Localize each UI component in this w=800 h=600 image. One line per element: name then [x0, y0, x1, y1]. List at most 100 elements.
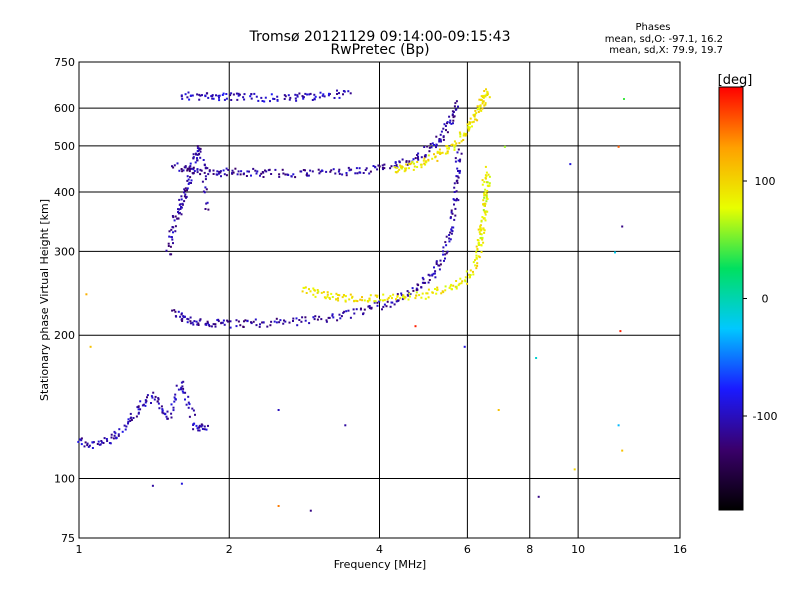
echo-point — [187, 167, 190, 170]
y-tick-label: 600 — [54, 102, 75, 115]
echo-point — [482, 203, 485, 206]
echo-point — [176, 162, 179, 165]
echo-point — [317, 168, 320, 171]
echo-point — [449, 285, 452, 288]
echo-point — [214, 323, 217, 326]
echo-point — [483, 210, 486, 213]
echo-point — [454, 207, 457, 210]
echo-point — [106, 440, 109, 442]
echo-point — [91, 447, 94, 449]
echo-point — [199, 147, 202, 150]
echo-point — [144, 401, 147, 404]
echo-point — [306, 172, 308, 175]
echo-point — [273, 320, 276, 323]
echo-point — [101, 441, 104, 444]
echo-point — [284, 173, 287, 176]
echo-point — [306, 93, 309, 96]
echo-point — [252, 320, 255, 323]
echo-point — [193, 320, 196, 323]
echo-point — [355, 308, 358, 311]
echo-point — [358, 167, 361, 170]
echo-point — [393, 166, 396, 169]
echo-point — [216, 170, 219, 173]
echo-point — [477, 111, 480, 113]
echo-point — [237, 170, 240, 173]
echo-point — [442, 291, 445, 294]
echo-point — [427, 158, 430, 161]
echo-point — [417, 152, 420, 155]
echo-point — [416, 283, 419, 286]
echo-point — [324, 297, 327, 300]
echo-point — [328, 92, 330, 95]
echo-point — [314, 295, 317, 298]
echo-point — [352, 308, 355, 311]
echo-point — [439, 138, 442, 141]
x-tick-label: 8 — [526, 543, 533, 556]
echo-point — [448, 286, 451, 289]
echo-point — [136, 406, 139, 409]
echo-point — [263, 100, 266, 103]
echo-point — [347, 90, 350, 93]
echo-point — [481, 183, 484, 186]
echo-point — [417, 155, 419, 158]
echo-point — [474, 113, 477, 116]
echo-point — [152, 391, 155, 394]
echo-point — [464, 134, 467, 137]
echo-point — [253, 92, 256, 95]
echo-point — [153, 398, 156, 401]
echo-point — [338, 168, 341, 171]
echo-point — [349, 168, 352, 171]
echo-point — [444, 241, 447, 244]
echo-point — [243, 320, 245, 323]
echo-point — [457, 170, 459, 172]
echo-point — [427, 273, 430, 276]
echo-point — [318, 172, 321, 175]
echo-point — [451, 143, 454, 146]
echo-point — [382, 293, 385, 296]
echo-point — [235, 325, 238, 328]
colorbar-tick-label: 0 — [762, 293, 769, 306]
echo-point — [390, 301, 393, 304]
echo-point — [178, 211, 181, 214]
echo-point — [288, 321, 291, 324]
echo-point — [295, 99, 298, 102]
phase-stats-o: mean, sd,O: -97.1, 16.2 — [605, 34, 723, 45]
echo-point — [348, 298, 351, 301]
echo-point — [173, 164, 176, 167]
echo-point — [457, 176, 460, 179]
echo-point — [279, 319, 282, 322]
echo-point — [442, 138, 445, 141]
echo-point — [165, 249, 168, 252]
echo-point — [338, 172, 341, 175]
echo-point — [455, 190, 458, 193]
echo-point — [181, 97, 184, 100]
echo-point — [400, 292, 403, 295]
echo-point — [477, 239, 480, 242]
echo-point — [400, 294, 403, 297]
echo-point — [190, 179, 193, 182]
echo-point — [309, 290, 312, 293]
echo-point — [460, 152, 463, 155]
echo-point — [476, 108, 479, 110]
echo-point — [80, 437, 83, 440]
echo-point — [483, 229, 486, 232]
echo-point — [366, 300, 369, 302]
echo-point — [278, 175, 281, 178]
echo-point — [229, 320, 232, 323]
echo-point — [84, 441, 87, 444]
echo-point — [198, 429, 201, 432]
echo-point — [215, 94, 217, 97]
echo-point — [319, 91, 322, 94]
echo-point — [83, 445, 86, 448]
echo-point — [396, 293, 399, 296]
echo-point — [193, 422, 196, 425]
echo-point — [237, 94, 240, 97]
echo-point — [395, 298, 397, 301]
echo-point — [394, 161, 397, 164]
echo-point — [188, 170, 191, 173]
echo-point — [186, 169, 189, 172]
echo-point — [443, 123, 446, 126]
echo-point — [180, 94, 183, 97]
echo-point — [167, 245, 170, 247]
echo-point — [477, 243, 480, 246]
